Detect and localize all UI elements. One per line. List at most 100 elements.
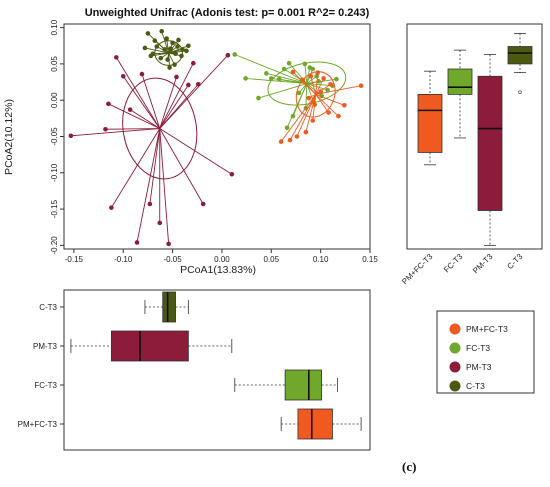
data-point xyxy=(229,171,235,177)
data-point xyxy=(154,44,160,49)
data-point xyxy=(186,43,191,49)
data-point xyxy=(278,139,284,144)
data-point xyxy=(167,65,172,70)
series-pmplus-fc-t3 xyxy=(278,69,364,144)
vbox-pmplus-fc-t3 xyxy=(417,70,443,166)
y-tick-label: 0.10 xyxy=(50,19,59,35)
spoke-line xyxy=(152,52,169,55)
vbox-label: C-T3 xyxy=(505,252,524,271)
data-point xyxy=(150,51,156,57)
spoke-line xyxy=(70,128,160,137)
data-point xyxy=(310,66,316,72)
spoke-line xyxy=(315,94,329,113)
spoke-line xyxy=(159,128,233,175)
hbox-label: PM+FC-T3 xyxy=(18,420,58,429)
data-point xyxy=(310,118,316,123)
vbox-fc-t3 xyxy=(447,49,473,139)
data-point xyxy=(145,31,151,36)
data-point xyxy=(358,83,364,88)
spoke-line xyxy=(136,128,161,243)
spoke-line xyxy=(105,128,160,130)
spoke-line xyxy=(279,78,307,84)
spoke-line xyxy=(305,94,317,133)
spoke-line xyxy=(315,72,319,95)
data-point xyxy=(302,61,308,67)
data-point xyxy=(184,48,189,54)
x-tick-label: 0.00 xyxy=(214,255,230,264)
data-point xyxy=(306,95,312,101)
box xyxy=(162,291,176,323)
data-point xyxy=(162,47,167,52)
scatter-y-label: PCoA2(10.12%) xyxy=(3,99,15,175)
data-point xyxy=(152,38,158,43)
x-tick-label: 0.10 xyxy=(313,255,329,264)
data-point xyxy=(180,47,185,52)
data-point xyxy=(294,134,300,139)
spoke-line xyxy=(159,62,194,129)
hbox-label: C-T3 xyxy=(39,303,57,312)
data-point xyxy=(120,73,126,79)
spoke-line xyxy=(149,128,161,205)
y-tick-label: -0.20 xyxy=(50,236,59,255)
legend-items: PM+FC-T3 FC-T3 PM-T3 C-T3 xyxy=(449,323,508,392)
spoke-line xyxy=(302,79,317,95)
vbox-c-t3 xyxy=(507,33,533,95)
data-point xyxy=(303,129,309,135)
spoke-line xyxy=(292,83,308,117)
data-point xyxy=(164,36,169,41)
spoke-line xyxy=(115,57,161,129)
spoke-line xyxy=(304,63,308,84)
data-point xyxy=(312,102,318,107)
data-point xyxy=(127,107,133,112)
spoke-line xyxy=(141,73,161,129)
outlier-point xyxy=(518,90,522,95)
data-point xyxy=(175,44,180,49)
y-tick-label: 0.00 xyxy=(50,92,59,108)
spoke-line xyxy=(159,54,229,129)
y-tick-label: -0.10 xyxy=(50,163,59,182)
confidence-ellipse xyxy=(122,77,198,180)
data-point xyxy=(315,70,320,75)
box xyxy=(284,369,323,401)
spoke-line xyxy=(266,72,307,84)
data-point xyxy=(176,37,181,43)
data-point xyxy=(308,73,314,79)
data-point xyxy=(290,69,296,75)
data-point xyxy=(296,90,302,96)
data-point xyxy=(284,125,290,131)
hbox-fc-t3 xyxy=(234,369,338,401)
legend-label: PM+FC-T3 xyxy=(466,324,508,334)
data-point xyxy=(109,205,114,210)
data-point xyxy=(172,62,177,67)
box xyxy=(477,75,503,211)
figure-label: (c) xyxy=(402,459,416,474)
data-point xyxy=(191,60,196,66)
x-tick-label: -0.10 xyxy=(114,255,133,264)
vbox-label: PM-T3 xyxy=(471,252,495,276)
pcoa2-boxplot: PM+FC-T3 FC-T3 PM-T3 C-T3 xyxy=(400,23,543,286)
data-point xyxy=(326,110,331,115)
spoke-line xyxy=(122,76,161,129)
spoke-line xyxy=(289,94,317,141)
spoke-line xyxy=(306,78,337,84)
spoke-line xyxy=(129,109,160,129)
legend-label: C-T3 xyxy=(466,381,485,391)
hbox-label: FC-T3 xyxy=(34,381,57,390)
hbox-label: PM-T3 xyxy=(33,342,58,351)
data-point xyxy=(200,201,206,207)
legend-swatch xyxy=(449,380,461,392)
y-tick-label: -0.05 xyxy=(50,127,59,146)
data-point xyxy=(159,28,165,34)
legend-swatch xyxy=(449,342,461,354)
data-point xyxy=(286,60,292,66)
data-point xyxy=(168,46,173,51)
data-point xyxy=(165,57,170,62)
spoke-line xyxy=(315,93,345,106)
data-point xyxy=(318,89,323,94)
data-point xyxy=(186,82,191,88)
spoke-line xyxy=(161,31,170,54)
data-point xyxy=(328,81,333,87)
scatter-title: Unweighted Unifrac (Adonis test: p= 0.00… xyxy=(85,7,370,19)
